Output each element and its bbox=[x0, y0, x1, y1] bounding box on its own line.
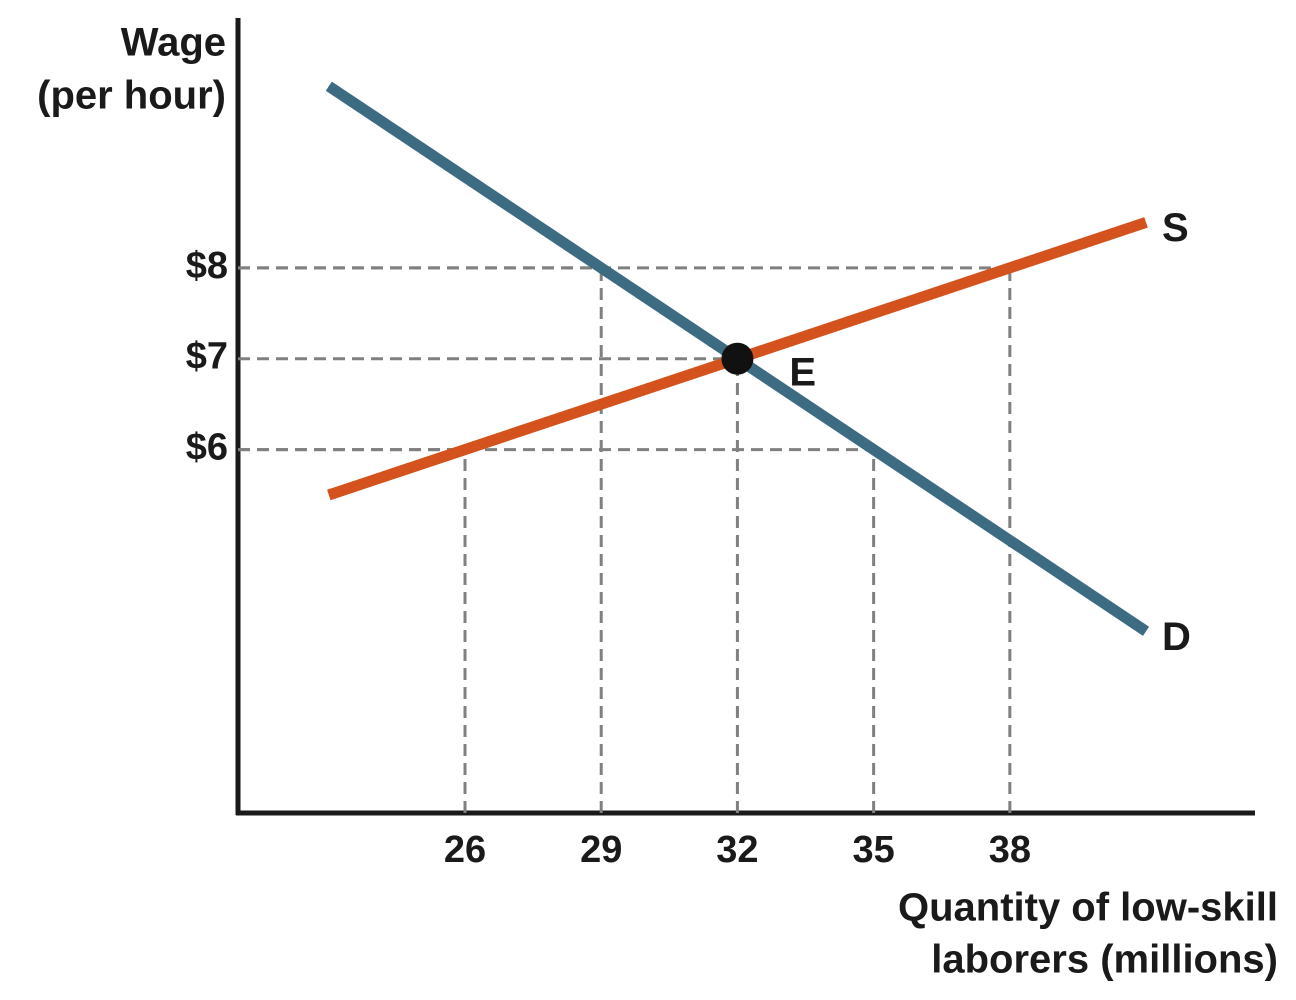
x-tick-label: 26 bbox=[444, 829, 486, 871]
y-tick-label: $8 bbox=[186, 245, 228, 287]
equilibrium-label: E bbox=[789, 350, 816, 394]
curve-label: D bbox=[1162, 615, 1191, 659]
y-axis-title: (per hour) bbox=[37, 74, 226, 118]
x-tick-label: 35 bbox=[852, 829, 894, 871]
x-axis-title: Quantity of low-skill bbox=[898, 886, 1278, 930]
y-tick-label: $7 bbox=[186, 336, 228, 378]
x-tick-label: 32 bbox=[716, 829, 758, 871]
curve-label: S bbox=[1162, 206, 1189, 250]
y-axis-title: Wage bbox=[121, 21, 226, 65]
y-tick-label: $6 bbox=[186, 427, 228, 469]
x-tick-label: 29 bbox=[580, 829, 622, 871]
x-tick-label: 38 bbox=[989, 829, 1031, 871]
x-axis-title: laborers (millions) bbox=[931, 938, 1278, 982]
equilibrium-point bbox=[721, 342, 754, 375]
